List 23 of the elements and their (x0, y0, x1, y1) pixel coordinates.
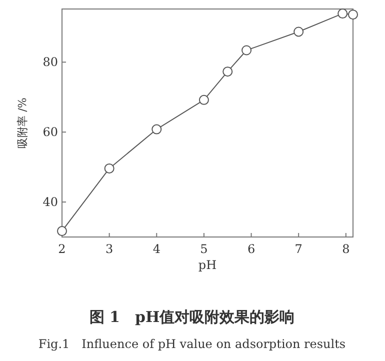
point (294, 26, 304, 37)
text: 图 1 pH值对吸附效果的影响 (89, 308, 295, 326)
point (198, 94, 209, 105)
x-tick-label: 7 (294, 242, 302, 256)
y-tick-label: 40 (42, 195, 58, 210)
point (222, 66, 233, 77)
y-tick-label: 60 (42, 125, 58, 140)
x-tick-label: 4 (152, 242, 161, 256)
text: Fig.1 Influence of pH value on adsorption results (38, 337, 346, 351)
y-axis-title: 吸附率 /% (16, 98, 29, 148)
point (348, 10, 358, 20)
point (104, 163, 114, 174)
x-tick-label: 3 (105, 242, 114, 256)
point (57, 226, 67, 236)
point (242, 45, 252, 56)
x-tick-label: 8 (342, 242, 350, 256)
x-tick-label: 6 (247, 242, 256, 256)
x-axis-title: pH (198, 258, 217, 272)
point (338, 8, 348, 19)
y-tick-label: 80 (42, 55, 58, 70)
point (152, 124, 162, 134)
x-tick-label: 5 (200, 242, 208, 256)
x-tick-label: 2 (58, 242, 66, 256)
